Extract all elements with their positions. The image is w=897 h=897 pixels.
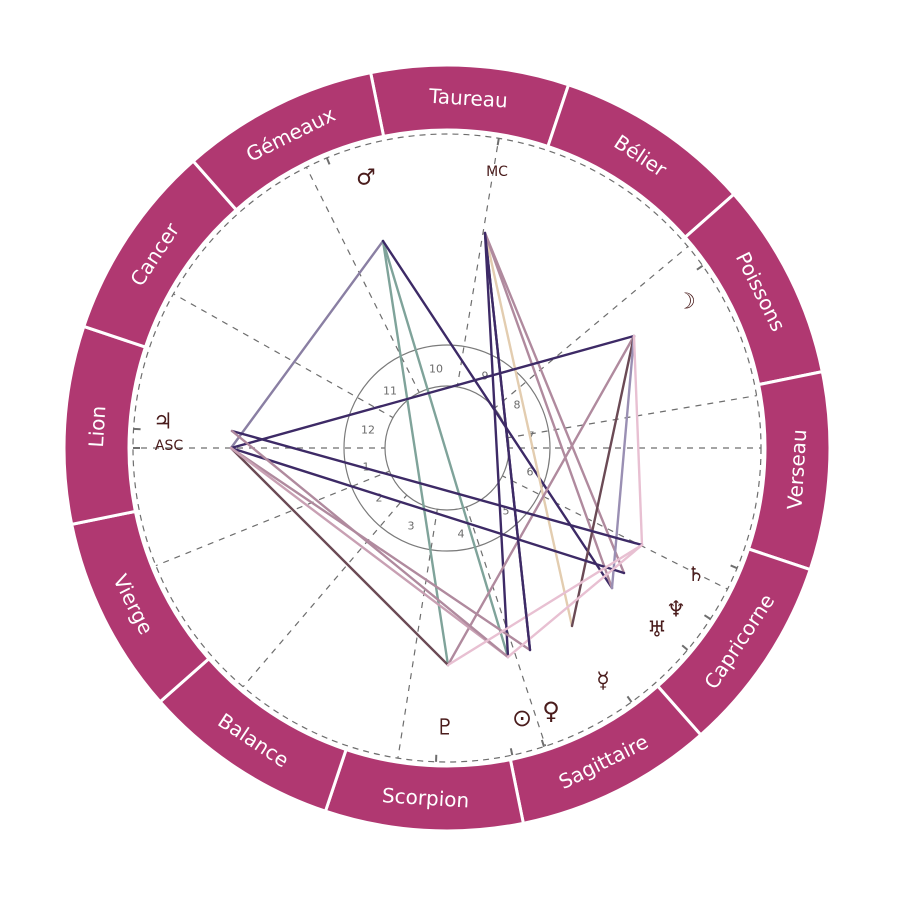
house-number: 1	[363, 461, 370, 474]
aspect-line-moon-saturn	[632, 334, 644, 547]
house-number: 11	[383, 385, 397, 398]
aspect-line-pluto-saturn	[446, 543, 644, 667]
aspect-line-moon-uranus	[610, 334, 636, 590]
saturn-icon: ♄	[687, 562, 705, 586]
aspect-line-venus-mc	[483, 231, 532, 652]
uranus-icon: ♅	[647, 618, 667, 643]
house-number: 4	[458, 528, 465, 541]
neptune-tick	[703, 614, 711, 620]
venus-icon: ♀	[542, 697, 560, 725]
house-number: 6	[527, 466, 534, 479]
aspect-line-moon-pluto	[446, 334, 636, 667]
mc-tick	[496, 138, 500, 146]
zodiac-sign-label: Taureau	[427, 84, 508, 113]
house-number: 9	[482, 370, 489, 383]
mars-tick	[325, 157, 331, 165]
sun-icon: ⊙	[512, 704, 532, 732]
aspect-line-jupiter-saturn	[230, 429, 644, 547]
asc-icon: ASC	[155, 438, 183, 454]
house-number: 5	[503, 505, 510, 518]
aspect-line-mc-mercury	[483, 231, 574, 628]
house-number-ring: 123456789101112	[343, 344, 551, 552]
aspect-line-mc-neptune	[483, 231, 626, 575]
house-number: 12	[361, 424, 375, 437]
house-number: 8	[514, 399, 521, 412]
zodiac-sign-label: Lion	[84, 405, 110, 448]
aspect-line-mars-pluto	[381, 239, 450, 667]
aspect-line-jupiter-sun	[230, 429, 510, 659]
zodiac-segment-11	[191, 70, 386, 212]
aspect-line-mc-sun	[483, 231, 510, 659]
moon-icon: ☽	[676, 290, 696, 315]
mars-icon: ♂	[356, 166, 376, 191]
mc-icon: MC	[486, 164, 508, 180]
mercury-tick	[626, 695, 633, 703]
moon-tick	[696, 264, 704, 271]
aspect-line-asc-neptune	[229, 446, 626, 575]
house-number: 10	[429, 363, 443, 376]
aspect-line-mc-uranus	[483, 231, 614, 590]
aspect-line-moon-mercury	[570, 334, 636, 628]
aspect-line-mars-asc	[229, 239, 385, 450]
aspect-lines	[229, 231, 644, 667]
neptune-icon: ♆	[666, 598, 686, 623]
sun-tick	[509, 748, 514, 756]
uranus-tick	[681, 644, 689, 651]
mercury-icon: ☿	[596, 669, 610, 694]
aspect-line-asc-pluto	[229, 446, 450, 667]
aspect-line-asc-sun	[229, 446, 510, 659]
aspect-line-mars-sun	[381, 239, 510, 659]
jupiter-icon: ♃	[153, 410, 173, 435]
house-number: 2	[376, 492, 383, 505]
zodiac-ring: TaureauBélierPoissonsVerseauCapricorneSa…	[62, 63, 832, 833]
zodiac-sign-label: Scorpion	[381, 783, 470, 812]
planet-glyphs: ♂ MC ☽ ♄♆♅ ☿ ♀ ⊙ ♇ ♃ ASC	[153, 164, 705, 741]
aspect-line-sun-saturn	[506, 543, 644, 659]
aspect-line-asc-venus	[229, 446, 532, 652]
zodiac-sign-label: Verseau	[782, 429, 811, 511]
planet-ticks	[133, 138, 738, 762]
venus-tick	[540, 739, 545, 747]
house-number: 3	[408, 520, 415, 533]
pluto-icon: ♇	[435, 716, 455, 741]
aspect-line-moon-asc	[229, 334, 636, 450]
aspect-line-mars-uranus	[381, 239, 614, 590]
house-ring-outer	[343, 344, 551, 552]
saturn-tick	[730, 564, 738, 570]
